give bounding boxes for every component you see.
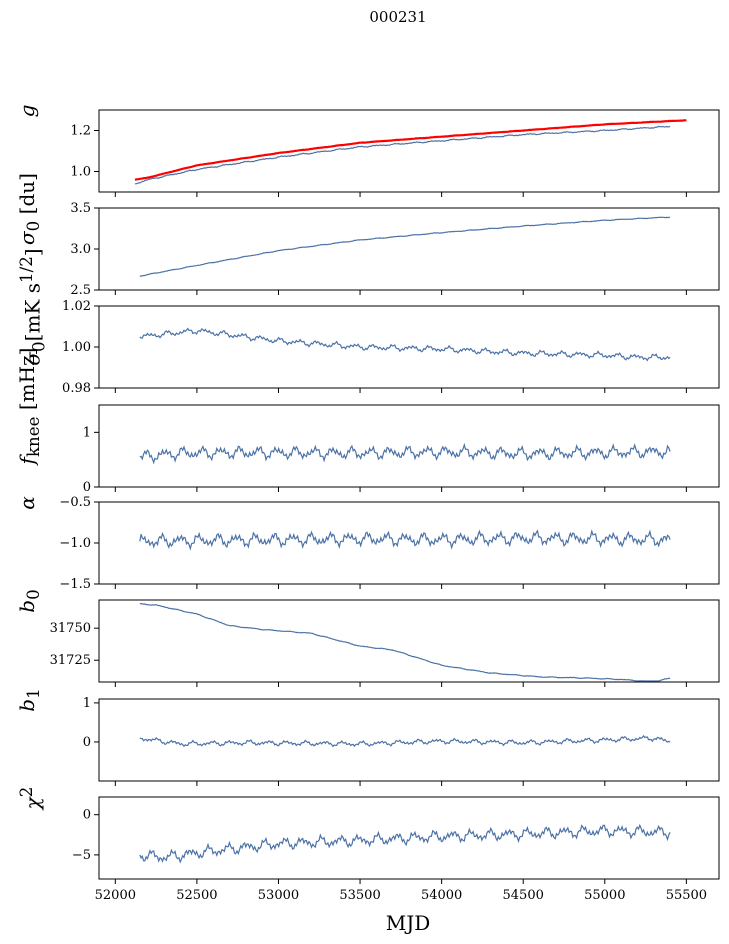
y-tick-label: 1.00 <box>62 340 91 355</box>
y-tick-label: 1.2 <box>70 124 91 139</box>
panel-8: −5 0 52000 52500 53000 53500 54000 54500 55000 55… <box>17 787 720 903</box>
x-tick-label: 53500 <box>339 888 380 903</box>
y-tick-label: 0 <box>83 808 91 823</box>
y-tick-label: 2.5 <box>70 283 91 298</box>
y-axis-label: χ2 <box>17 787 45 810</box>
panel-5: −1.5−1.0−0.5α <box>15 495 720 592</box>
series-line-1-1 <box>134 125 671 185</box>
series-line-2-1 <box>139 216 671 277</box>
y-tick-label: 31725 <box>50 653 91 668</box>
x-tick-label: 54000 <box>421 888 462 903</box>
x-tick-label: 52000 <box>95 888 136 903</box>
figure-title: 000231 <box>369 8 426 26</box>
y-tick-label: −1.5 <box>59 577 91 592</box>
y-tick-label: 0.98 <box>62 381 91 396</box>
y-tick-label: 1 <box>83 425 91 440</box>
panel-2: 2.53.03.5σ0 [du] <box>15 173 720 298</box>
series-line-7-1 <box>139 734 671 748</box>
x-tick-label: 53000 <box>258 888 299 903</box>
y-tick-label: −5 <box>72 848 91 863</box>
x-tick-label: 52500 <box>176 888 217 903</box>
panel-frame <box>98 698 720 782</box>
x-axis-label: MJD <box>386 911 431 935</box>
x-tick-label: 54500 <box>503 888 544 903</box>
y-tick-label: 3.5 <box>70 201 91 216</box>
y-tick-label: 1.02 <box>62 299 91 314</box>
y-tick-label: −1.0 <box>59 536 91 551</box>
y-tick-label: 1.0 <box>70 165 91 180</box>
y-tick-label: 0 <box>83 735 91 750</box>
panel-frame <box>98 207 720 291</box>
series-line-1-2 <box>134 119 687 181</box>
panels: 1.01.2g2.53.03.5σ0 [du]0.981.001.02σ0[mK… <box>15 105 720 903</box>
panel-frame <box>98 404 720 488</box>
x-tick-label: 55500 <box>666 888 707 903</box>
panel-frame <box>98 599 720 683</box>
series-line-5-1 <box>139 529 671 551</box>
x-tick-label: 55000 <box>584 888 625 903</box>
panel-frame <box>98 109 720 193</box>
y-tick-label: −0.5 <box>59 495 91 510</box>
y-tick-label: 1 <box>83 696 91 711</box>
panel-frame <box>98 796 720 880</box>
y-tick-label: 0 <box>83 480 91 495</box>
series-line-4-1 <box>139 442 671 465</box>
series-line-6-1 <box>139 602 671 682</box>
y-tick-label: 31750 <box>50 621 91 636</box>
panel-3: 0.981.001.02σ0[mK s1/2] <box>17 248 720 396</box>
series-line-8-1 <box>139 823 671 864</box>
y-tick-label: 3.0 <box>70 242 91 257</box>
panel-1: 1.01.2g <box>15 105 720 197</box>
series-line-3-1 <box>139 327 671 362</box>
